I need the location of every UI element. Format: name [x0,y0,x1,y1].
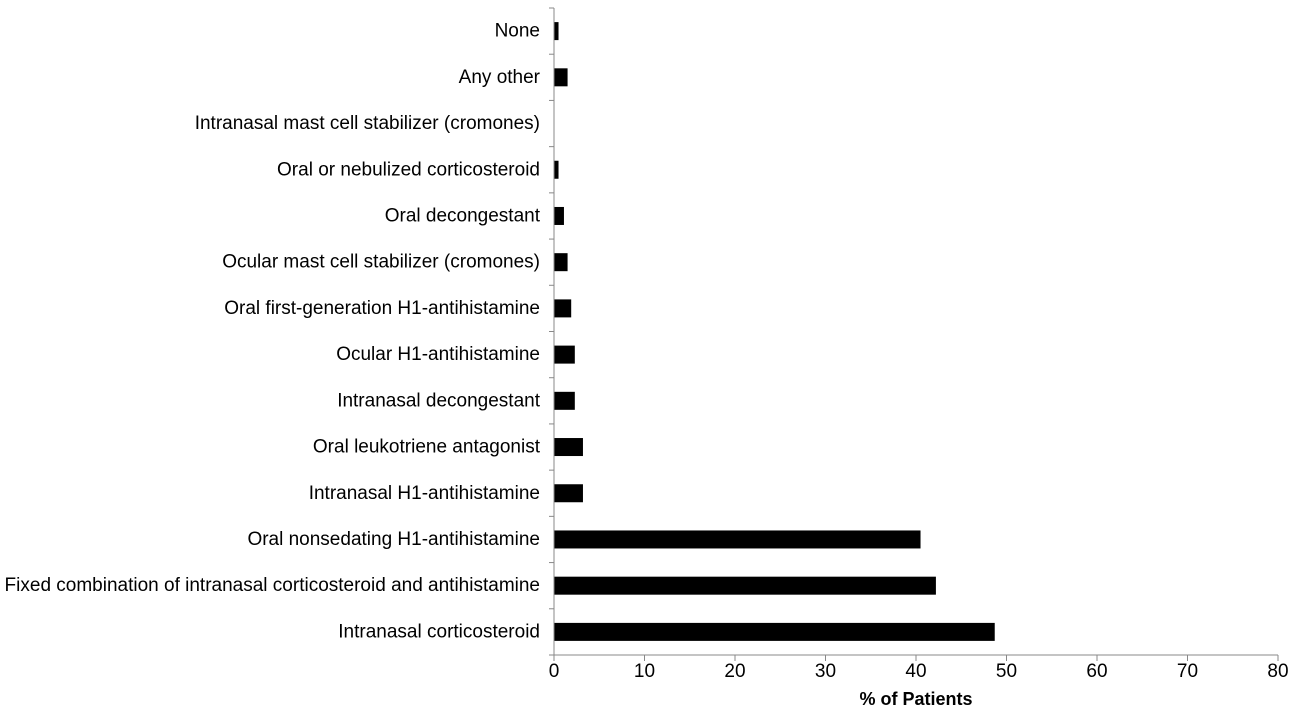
x-tick-label: 80 [1267,661,1288,682]
category-label: Oral nonsedating H1-antihistamine [247,529,540,550]
category-label: Ocular mast cell stabilizer (cromones) [222,252,540,273]
category-label: None [495,21,540,42]
category-label: Any other [459,67,541,88]
x-tick-label: 30 [815,661,836,682]
y-axis [549,7,555,656]
category-labels: None Any other Intranasal mast cell stabil… [5,21,541,643]
x-tick-label: 0 [549,661,560,682]
bar [554,438,583,457]
bar [554,299,572,318]
category-label: Intranasal mast cell stabilizer (cromone… [195,113,540,134]
category-label: Intranasal corticosteroid [338,621,540,642]
bar [554,484,583,503]
bar [554,206,564,225]
bar [554,530,921,549]
x-tick-label: 10 [634,661,655,682]
x-tick-label: 40 [905,661,926,682]
x-tick-label: 50 [996,661,1017,682]
x-axis: 0 10 20 30 40 50 60 70 80 [549,654,1289,682]
category-label: Intranasal H1-antihistamine [309,483,540,504]
x-tick-label: 70 [1177,661,1198,682]
x-axis-label: % of Patients [859,689,972,709]
category-label: Ocular H1-antihistamine [336,344,540,365]
bar [554,576,936,595]
category-label: Oral first-generation H1-antihistamine [224,298,540,319]
bar [554,22,559,41]
category-label: Oral or nebulized corticosteroid [277,159,540,180]
category-label: Fixed combination of intranasal corticos… [5,575,540,596]
bar [554,345,575,364]
bar [554,253,568,272]
bar [554,622,995,641]
category-label: Oral decongestant [385,205,541,226]
bar [554,391,575,410]
category-label: Oral leukotriene antagonist [313,437,541,458]
x-tick-label: 60 [1086,661,1107,682]
x-ticks: 0 10 20 30 40 50 60 70 80 [549,655,1289,682]
bar [554,160,559,179]
bars [554,22,995,641]
bar [554,68,568,87]
category-label: Intranasal decongestant [337,390,541,411]
y-ticks [549,7,554,656]
x-tick-label: 20 [724,661,745,682]
